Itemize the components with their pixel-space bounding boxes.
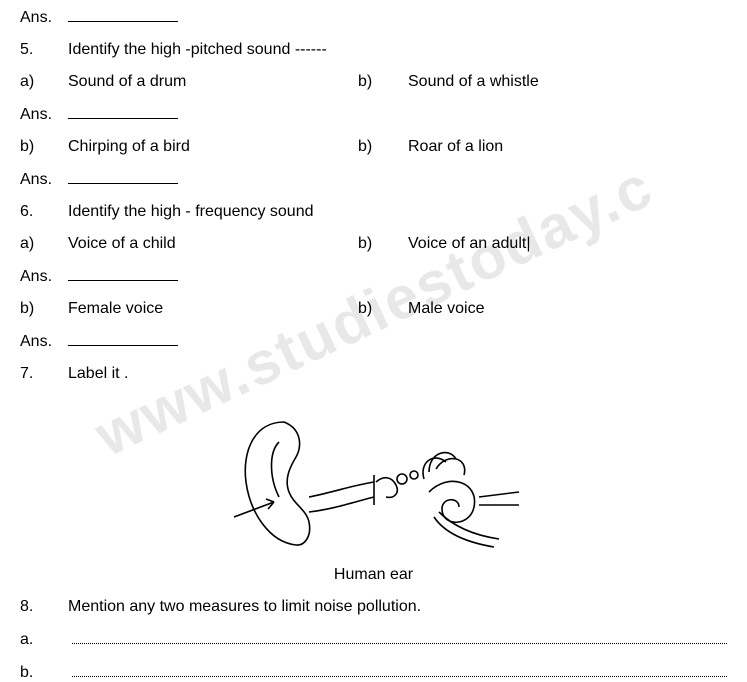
answer-blank	[68, 105, 178, 119]
q5-options-1: a) Sound of a drum b) Sound of a whistle	[20, 73, 727, 91]
question-number: 8.	[20, 598, 68, 616]
option-text: Sound of a whistle	[408, 73, 539, 91]
q8-b: b.	[20, 663, 727, 682]
q6-options-1: a) Voice of a child b) Voice of an adult	[20, 235, 727, 253]
option-label: b)	[20, 138, 68, 156]
option-label: b)	[358, 300, 408, 318]
option-text: Chirping of a bird	[68, 138, 358, 156]
question-text: Mention any two measures to limit noise …	[68, 598, 421, 616]
ans-label: Ans.	[20, 106, 68, 124]
q8-a: a.	[20, 630, 727, 649]
answer-blank	[68, 332, 178, 346]
q5-row: 5. Identify the high -pitched sound ----…	[20, 41, 727, 59]
q6-row: 6. Identify the high - frequency sound	[20, 203, 727, 221]
q6-options-2: b) Female voice b) Male voice	[20, 300, 727, 318]
ans-row: Ans.	[20, 332, 727, 351]
ans-label: Ans.	[20, 9, 68, 27]
option-label: b)	[358, 235, 408, 253]
q8-row: 8. Mention any two measures to limit noi…	[20, 598, 727, 616]
ans-label: Ans.	[20, 171, 68, 189]
option-label: a)	[20, 73, 68, 91]
sub-label: a.	[20, 631, 68, 649]
answer-blank	[68, 170, 178, 184]
option-text: Sound of a drum	[68, 73, 358, 91]
question-text: Identify the high - frequency sound	[68, 203, 314, 221]
option-label: b)	[358, 138, 408, 156]
ans-row: Ans.	[20, 267, 727, 286]
option-text: Female voice	[68, 300, 358, 318]
option-label: b)	[20, 300, 68, 318]
option-label: b)	[358, 73, 408, 91]
question-number: 5.	[20, 41, 68, 59]
option-label: a)	[20, 235, 68, 253]
q7-row: 7. Label it .	[20, 365, 727, 383]
answer-dotted-line	[72, 663, 727, 677]
option-text: Voice of a child	[68, 235, 358, 253]
ear-diagram	[20, 397, 727, 562]
ans-label: Ans.	[20, 268, 68, 286]
ans-row: Ans.	[20, 170, 727, 189]
worksheet-content: Ans. 5. Identify the high -pitched sound…	[20, 8, 727, 682]
q5-options-2: b) Chirping of a bird b) Roar of a lion	[20, 138, 727, 156]
ans-row: Ans.	[20, 8, 727, 27]
question-number: 7.	[20, 365, 68, 383]
question-text: Label it .	[68, 365, 128, 383]
option-text: Voice of an adult	[408, 235, 530, 253]
answer-blank	[68, 8, 178, 22]
answer-dotted-line	[72, 630, 727, 644]
ans-label: Ans.	[20, 333, 68, 351]
question-text: Identify the high -pitched sound ------	[68, 41, 327, 59]
answer-blank	[68, 267, 178, 281]
option-text: Roar of a lion	[408, 138, 503, 156]
ear-caption: Human ear	[20, 566, 727, 584]
option-text: Male voice	[408, 300, 484, 318]
sub-label: b.	[20, 664, 68, 682]
ans-row: Ans.	[20, 105, 727, 124]
question-number: 6.	[20, 203, 68, 221]
